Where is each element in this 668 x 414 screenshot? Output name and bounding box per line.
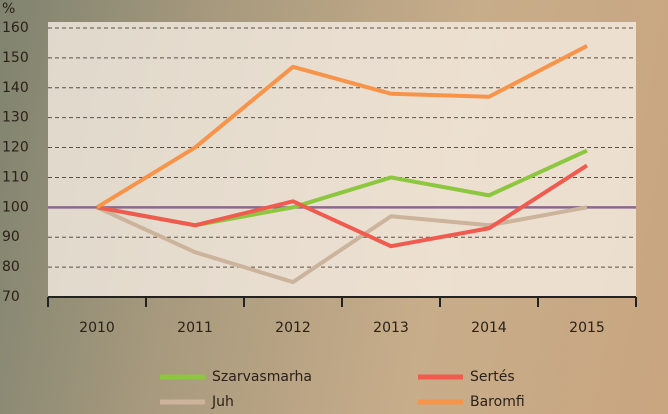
x-tick-label: 2011 [177, 320, 213, 336]
y-tick-label: 120 [2, 140, 29, 156]
page: % 70 80 90 100 110 120 130 140 150 160 2010 2011 201… [0, 0, 668, 414]
y-tick-label: 90 [2, 229, 20, 245]
legend-label: Baromfi [470, 394, 525, 410]
x-tick-label: 2014 [471, 320, 507, 336]
legend-label: Juh [211, 394, 234, 410]
plot-area [48, 22, 636, 297]
legend-label: Szarvasmarha [212, 369, 312, 385]
y-tick-label: 80 [2, 259, 20, 275]
y-tick-label: 70 [2, 289, 20, 305]
y-tick-label: 140 [2, 80, 29, 96]
x-tick-label: 2012 [275, 320, 311, 336]
x-tick-label: 2015 [569, 320, 605, 336]
x-tick-label: 2010 [79, 320, 115, 336]
chart: % 70 80 90 100 110 120 130 140 150 160 2010 2011 201… [0, 0, 668, 414]
y-unit: % [2, 1, 15, 17]
x-tick-label: 2013 [373, 320, 409, 336]
y-tick-label: 160 [2, 20, 29, 36]
y-tick-label: 100 [2, 199, 29, 215]
y-tick-label: 110 [2, 169, 29, 185]
y-tick-label: 150 [2, 50, 29, 66]
legend-label: Sertés [470, 369, 515, 385]
y-tick-label: 130 [2, 110, 29, 126]
